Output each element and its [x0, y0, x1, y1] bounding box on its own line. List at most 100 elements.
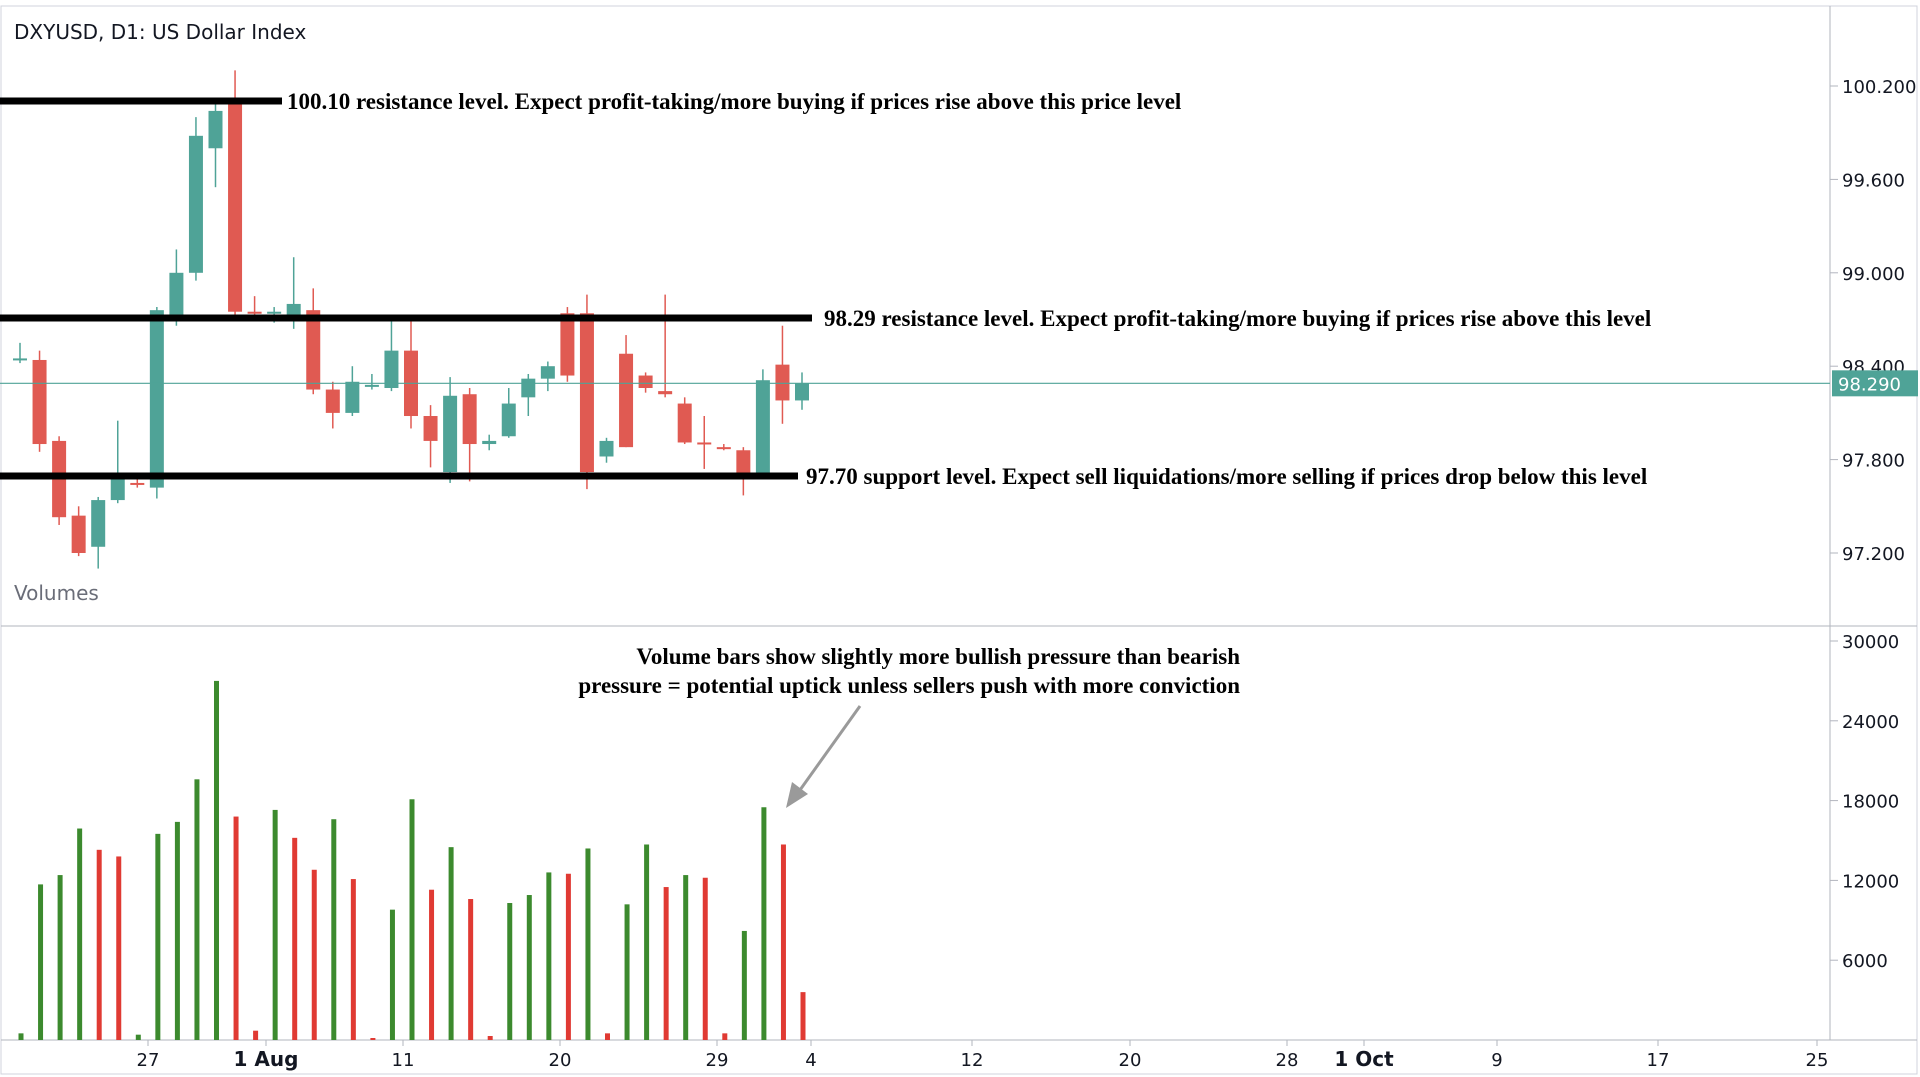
candle-body [364, 384, 379, 387]
candle-body [149, 310, 164, 488]
volume-bar [331, 819, 337, 1040]
time-tick-label: 1 Oct [1334, 1047, 1394, 1071]
levels: 100.10 resistance level. Expect profit-t… [0, 89, 1651, 489]
candle-body [423, 416, 438, 441]
volume-bar [761, 807, 767, 1040]
volume-bar [350, 879, 356, 1040]
annotation-arrow-shaft [798, 705, 862, 791]
candle-body [697, 442, 712, 445]
volume-bar [389, 909, 395, 1040]
candle-body [677, 403, 692, 443]
volume-bar [272, 809, 278, 1040]
candle-body [169, 272, 184, 320]
candle-body [188, 135, 203, 273]
volume-bar [116, 856, 122, 1040]
chart-frame [0, 5, 1918, 1075]
volume-bar [605, 1033, 610, 1040]
candle-body [71, 515, 86, 553]
volume-bar [429, 889, 435, 1040]
candle-body [306, 310, 321, 390]
last-price-tag-box [1832, 370, 1918, 397]
price-tick-label: 97.800 [1842, 451, 1905, 472]
volume-tick-label: 30000 [1842, 632, 1899, 653]
volume-bar [57, 875, 63, 1040]
candle-body [501, 403, 516, 437]
last-price-tag-label: 98.290 [1838, 374, 1901, 395]
volume-bar [624, 904, 630, 1040]
time-tick-label: 20 [1119, 1050, 1142, 1071]
volume-bar [174, 821, 180, 1040]
candle-body [130, 482, 145, 485]
price-tick-label: 100.200 [1842, 77, 1916, 98]
time-tick-label: 1 Aug [234, 1047, 299, 1071]
time-tick-label: 29 [706, 1050, 729, 1071]
volume-bar [741, 930, 747, 1040]
level-label: 100.10 resistance level. Expect profit-t… [287, 89, 1181, 114]
volume-bar [565, 873, 571, 1040]
candle-body [32, 359, 47, 445]
price-tick-label: 99.000 [1842, 264, 1905, 285]
candle-body [521, 378, 536, 398]
volume-bar [780, 844, 786, 1040]
last-price-tag: 98.290 [1832, 370, 1918, 397]
volume-bar [233, 816, 239, 1040]
volume-bar [214, 680, 219, 1040]
volume-annotation-line-1: Volume bars show slightly more bullish p… [636, 644, 1240, 669]
volume-bar [155, 833, 161, 1040]
candle-body [228, 101, 243, 312]
time-tick-label: 27 [137, 1050, 160, 1071]
volume-bar [448, 847, 454, 1040]
candle-body [384, 350, 399, 388]
volume-tick-label: 12000 [1842, 871, 1899, 892]
level-label: 97.70 support level. Expect sell liquida… [806, 464, 1647, 489]
time-tick-label: 4 [805, 1050, 816, 1071]
candle-body [110, 475, 125, 501]
candle-body [716, 447, 731, 450]
time-tick-label: 12 [961, 1050, 984, 1071]
time-tick-label: 11 [392, 1050, 415, 1071]
candle-body [560, 313, 575, 376]
volume-bar [644, 844, 650, 1040]
candle-body [482, 440, 497, 445]
time-tick-label: 9 [1491, 1050, 1502, 1071]
volume-bar [722, 1033, 728, 1040]
candle-body [619, 353, 634, 448]
price-tick-label: 99.600 [1842, 170, 1905, 191]
volumes-pane-label: Volumes [14, 581, 99, 605]
volume-bar [370, 1038, 376, 1040]
candle-body [579, 313, 594, 473]
volume-annotation-line-2: pressure = potential uptick unless selle… [578, 673, 1240, 698]
volume-tick-label: 24000 [1842, 712, 1899, 733]
candle-body [462, 394, 477, 445]
volume-bar [507, 903, 513, 1040]
annotation-arrow [786, 705, 862, 808]
volume-bar [409, 799, 415, 1040]
time-tick-label: 25 [1806, 1050, 1829, 1071]
volume-bar [77, 828, 83, 1040]
volume-bar [702, 877, 708, 1040]
volume-bar [487, 1036, 493, 1040]
volume-bar [683, 875, 689, 1040]
volume-bar [800, 992, 806, 1040]
volume-bar [194, 779, 200, 1040]
volume-bar [38, 884, 44, 1040]
volume-bar [546, 872, 552, 1040]
candle-body [658, 391, 673, 395]
candle-body [755, 380, 770, 476]
volume-bar [135, 1034, 141, 1040]
annotation-arrow-head [786, 782, 808, 808]
volume-bar [18, 1033, 24, 1040]
volume-bar [96, 849, 102, 1040]
candle-body [247, 311, 262, 314]
volume-bar [526, 895, 532, 1040]
volume-bar [292, 837, 298, 1040]
time-axis: 27 1 Aug 11 20 29 4 12 20 28 1 Oct 9 17 25 [137, 1040, 1829, 1071]
candle-body [638, 375, 653, 388]
candle-body [345, 381, 360, 413]
volume-tick-label: 18000 [1842, 792, 1899, 813]
volume-tick-label: 6000 [1842, 951, 1888, 972]
candle-body [443, 395, 458, 473]
time-tick-label: 17 [1647, 1050, 1670, 1071]
candle-body [91, 500, 106, 547]
